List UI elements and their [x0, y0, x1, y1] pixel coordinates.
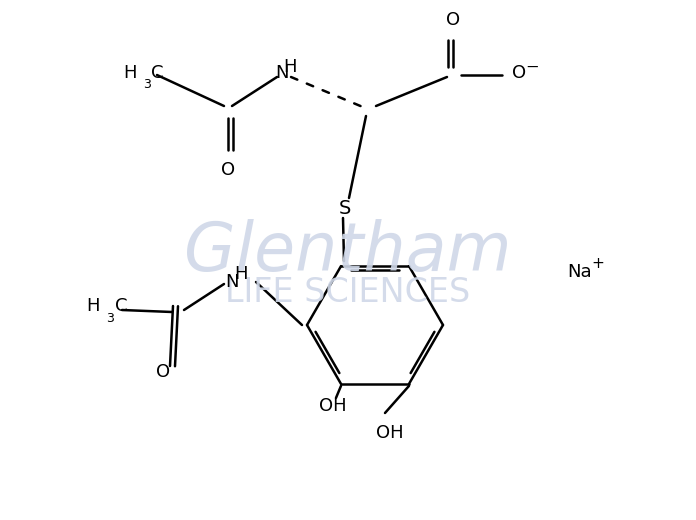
Text: Na: Na [568, 263, 592, 281]
Text: +: + [592, 256, 604, 271]
Text: Glentham: Glentham [184, 219, 512, 285]
Text: N: N [275, 64, 289, 82]
Text: C: C [151, 64, 164, 82]
Text: O: O [446, 11, 460, 29]
Text: N: N [226, 273, 239, 291]
Text: O: O [512, 64, 526, 82]
Text: LIFE SCIENCES: LIFE SCIENCES [226, 276, 470, 308]
Text: O: O [156, 363, 170, 381]
Text: OH: OH [319, 397, 347, 415]
Text: S: S [339, 199, 351, 217]
Text: OH: OH [376, 424, 404, 442]
Text: H: H [123, 64, 137, 82]
Text: C: C [115, 297, 127, 315]
Text: H: H [283, 58, 296, 76]
Text: 3: 3 [143, 78, 151, 91]
Text: O: O [221, 161, 235, 179]
Text: H: H [235, 265, 248, 283]
Text: 3: 3 [106, 312, 114, 325]
Text: H: H [86, 297, 100, 315]
Text: −: − [525, 59, 539, 74]
